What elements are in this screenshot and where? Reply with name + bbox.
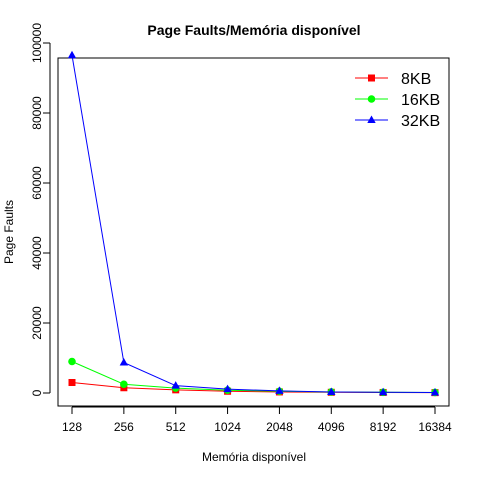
- y-tick-label: 20000: [30, 306, 44, 340]
- data-point: [378, 387, 388, 396]
- y-axis: 0 20000 40000 60000 80000 100000: [30, 23, 51, 396]
- y-tick-label: 100000: [30, 23, 44, 63]
- legend-marker: [367, 115, 376, 123]
- series-line: [71, 55, 436, 393]
- data-point: [327, 387, 336, 395]
- x-axis: 128 256 512 1024 2048 4096 8192 16384: [62, 406, 452, 434]
- x-tick-label: 2048: [266, 420, 293, 434]
- x-tick-label: 256: [114, 420, 134, 434]
- data-point: [120, 380, 128, 389]
- x-tick-label: 4096: [318, 420, 345, 434]
- legend: 8KB 16KB 32KB: [355, 71, 440, 130]
- x-tick-label: 128: [62, 420, 82, 434]
- y-tick-label: 40000: [30, 236, 44, 270]
- series-layer: [67, 50, 440, 397]
- y-tick-label: 0: [30, 389, 44, 396]
- data-point: [68, 379, 76, 386]
- x-tick-label: 1024: [214, 420, 241, 434]
- chart-title: Page Faults/Memória disponível: [147, 22, 360, 38]
- y-axis-label: Page Faults: [2, 200, 16, 264]
- y-tick-label: 80000: [30, 96, 44, 130]
- data-point: [119, 358, 129, 366]
- y-tick-label: 60000: [30, 166, 44, 200]
- x-tick-label: 16384: [418, 420, 452, 434]
- x-axis-label: Memória disponível: [202, 450, 306, 464]
- data-point: [67, 50, 77, 59]
- data-point: [430, 387, 440, 396]
- legend-item: 32KB: [355, 113, 440, 130]
- data-point: [68, 357, 76, 366]
- legend-marker: [367, 95, 376, 103]
- legend-label: 16KB: [401, 92, 440, 109]
- legend-item: 8KB: [355, 71, 431, 88]
- legend-item: 16KB: [355, 92, 440, 109]
- x-tick-label: 512: [166, 420, 186, 434]
- data-point: [171, 381, 180, 389]
- legend-marker: [368, 74, 375, 82]
- series-32KB: [67, 50, 440, 396]
- legend-label: 8KB: [401, 71, 431, 88]
- legend-label: 32KB: [401, 113, 440, 130]
- plot-frame: [57, 57, 450, 407]
- x-tick-label: 8192: [370, 420, 397, 434]
- data-point: [275, 386, 284, 394]
- data-point: [223, 384, 232, 393]
